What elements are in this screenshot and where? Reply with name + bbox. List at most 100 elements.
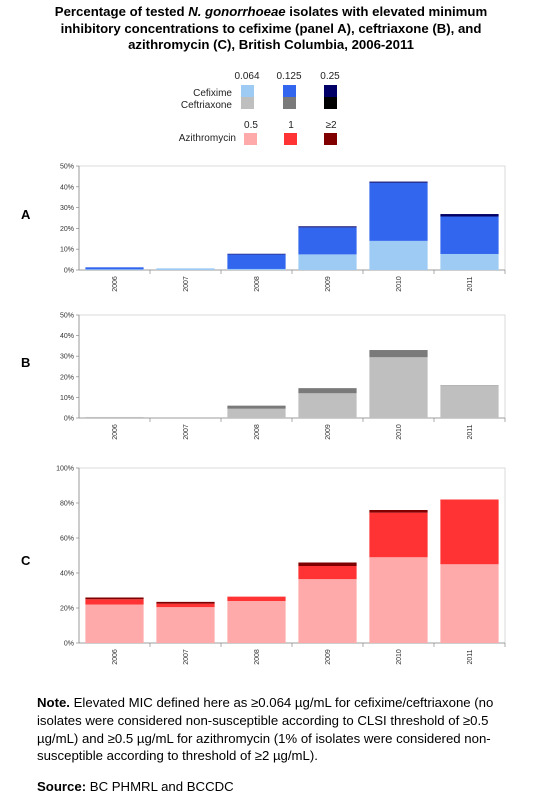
panel-b-bar-2008-seg1 (227, 405, 286, 409)
panel-a-xtick-label: 2009 (325, 276, 332, 292)
panel-a-xtick-label: 2006 (112, 276, 119, 292)
source-text: BC PHMRL and BCCDC (86, 779, 234, 794)
panel-c-bar-2009-seg2 (298, 562, 357, 566)
panel-b-xtick-label: 2010 (396, 424, 403, 440)
panel-label-a: A (21, 207, 31, 222)
charts: 0% 10% 20% 30% 40% 50% 2006 2007 2008 2009 2010 201… (56, 164, 506, 665)
panel-b-ytick-label: 10% (60, 395, 74, 402)
legend-level-0125: 0.125 (276, 71, 301, 82)
panel-c-ytick-label: 40% (60, 571, 74, 578)
panel-c-xtick-label: 2009 (325, 649, 332, 665)
panel-c-bar-2006-seg0 (85, 604, 144, 643)
panel-c-xtick-label: 2010 (396, 649, 403, 665)
panel-c-bar-2008-seg1 (227, 596, 286, 601)
note: Note. Elevated MIC defined here as ≥0.06… (37, 694, 517, 765)
legend-swatch-ceftriaxone-0125 (283, 97, 296, 109)
legend-swatch-cefixime-025 (324, 85, 337, 97)
title-organism: N. gonorrhoeae (188, 4, 286, 19)
panel-label-c: C (21, 553, 31, 568)
legend-swatch-azithromycin-1 (284, 133, 297, 145)
panel-a-bar-2008-seg0 (227, 268, 286, 270)
source: Source: BC PHMRL and BCCDC (37, 779, 234, 794)
source-label: Source: (37, 779, 87, 794)
panel-a-bar-2011-seg2 (440, 214, 499, 217)
panel-b-bar-2010-seg1 (369, 350, 428, 358)
panel-b-bar-2011-seg1 (440, 385, 499, 387)
legend-background (168, 66, 348, 154)
panel-c-xtick-label: 2007 (183, 649, 190, 665)
panel-c-ytick-label: 60% (60, 536, 74, 543)
panel-c-bar-2010-seg2 (369, 510, 428, 513)
panel-b-xtick-label: 2008 (254, 424, 261, 440)
panel-a-bar-2009-seg1 (298, 227, 357, 255)
panel-b-ytick-label: 50% (60, 313, 74, 320)
legend-level-025: 0.25 (320, 71, 340, 82)
panel-label-b: B (21, 355, 31, 370)
legend-swatch-cefixime-0125 (283, 85, 296, 97)
panel-a-xtick-label: 2010 (396, 276, 403, 292)
legend: 0.064 0.125 0.25 Cefixime Ceftriaxone 0.… (168, 66, 348, 154)
panel-a-bar-2010-seg1 (369, 182, 428, 241)
panel-b-ytick-label: 40% (60, 333, 74, 340)
panel-a-bar-2007-seg0 (156, 268, 215, 270)
legend-level-ge2: ≥2 (325, 120, 336, 131)
panel-b-ytick-label: 20% (60, 374, 74, 381)
legend-swatch-ceftriaxone-025 (324, 97, 337, 109)
legend-azithromycin-label: Azithromycin (179, 133, 236, 144)
panel-c-bar-2006-seg2 (85, 597, 144, 600)
legend-level-05: 0.5 (244, 120, 258, 131)
panel-a-bar-2008-seg1 (227, 254, 286, 269)
note-label: Note. (37, 695, 70, 710)
title-line2: inhibitory concentrations to cefixime (p… (60, 20, 482, 36)
panel-a-ytick-label: 40% (60, 184, 74, 191)
panel-a-bar-2010-seg0 (369, 240, 428, 270)
panel-c-bar-2007-seg1 (156, 603, 215, 608)
panel-a-ytick-label: 30% (60, 205, 74, 212)
panel-a-xtick-label: 2008 (254, 276, 261, 292)
panel-a-bar-2009-seg2 (298, 226, 357, 228)
legend-level-0064: 0.064 (234, 71, 259, 82)
panel-c-bar-2011-seg1 (440, 499, 499, 565)
panel-a-bar-2008-seg2 (227, 253, 286, 255)
panel-b-bar-2010-seg0 (369, 357, 428, 418)
panel-b-ytick-label: 30% (60, 354, 74, 361)
panel-a-bar-2011-seg0 (440, 253, 499, 270)
title-line3: azithromycin (C), British Columbia, 2006… (128, 37, 414, 52)
panel-a-xtick-label: 2011 (467, 276, 474, 291)
title-line1-end: isolates with elevated minimum (285, 4, 488, 19)
panel-b-bar-2009-seg0 (298, 393, 357, 418)
panel-a-ytick-label: 10% (60, 247, 74, 254)
panel-b-ytick-label: 0% (64, 416, 74, 423)
panel-c-bar-2006-seg1 (85, 599, 144, 605)
legend-level-1: 1 (288, 120, 294, 131)
panel-c-bar-2011-seg0 (440, 564, 499, 643)
panel-b-xtick-label: 2009 (325, 424, 332, 440)
panel-c-bar-2008-seg0 (227, 601, 286, 643)
panel-a-bar-2011-seg1 (440, 216, 499, 254)
panel-c-bar-2009-seg1 (298, 566, 357, 580)
note-text: Elevated MIC defined here as ≥0.064 µg/m… (37, 695, 494, 764)
panel-b-xtick-label: 2007 (183, 424, 190, 440)
chart-title: Percentage of tested N. gonorrhoeae isol… (20, 4, 522, 54)
panel-a-bar-2006-seg1 (85, 267, 144, 270)
panel-c-xtick-label: 2006 (112, 649, 119, 665)
panel-b-xtick-label: 2006 (112, 424, 119, 440)
legend-ceftriaxone-label: Ceftriaxone (181, 100, 233, 111)
panel-c-ytick-label: 0% (64, 641, 74, 648)
panel-a-ytick-label: 20% (60, 226, 74, 233)
panel-c-bar-2009-seg0 (298, 579, 357, 643)
panel-a-bar-2010-seg2 (369, 181, 428, 183)
panel-c-ytick-label: 20% (60, 606, 74, 613)
legend-swatch-azithromycin-ge2 (324, 133, 337, 145)
legend-swatch-azithromycin-05 (244, 133, 257, 145)
panel-c-xtick-label: 2011 (467, 649, 474, 664)
panel-b-bar-2008-seg0 (227, 408, 286, 418)
panel-b-bar-2009-seg1 (298, 388, 357, 394)
panel-a-xtick-label: 2007 (183, 276, 190, 292)
panel-a-bar-2006-seg0 (85, 269, 144, 270)
panel-c-bar-2007-seg0 (156, 607, 215, 643)
panel-c-bar-2010-seg1 (369, 512, 428, 558)
panel-c-xtick-label: 2008 (254, 649, 261, 665)
panel-b-xtick-label: 2011 (467, 424, 474, 439)
panel-c-ytick-label: 100% (56, 466, 74, 473)
